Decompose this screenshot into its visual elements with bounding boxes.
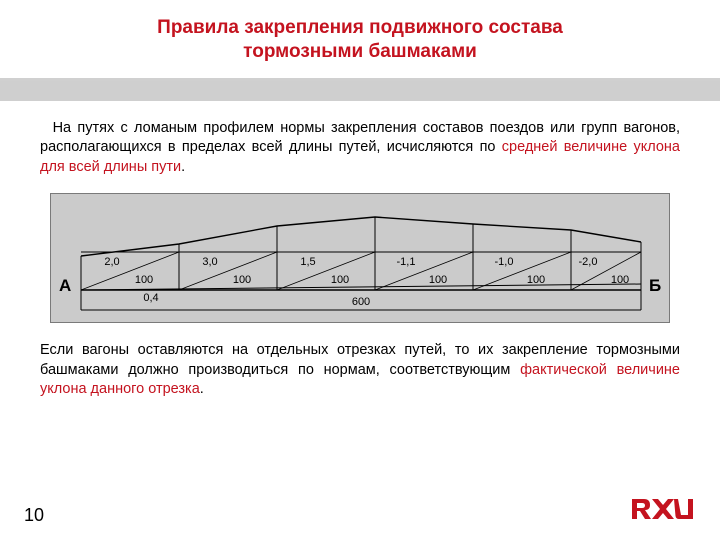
page-number: 10 [24,505,44,526]
length-label: 100 [527,274,545,286]
paragraph-1: На путях с ломаным профилем нормы закреп… [40,119,680,178]
slope-label: -1,0 [495,256,514,268]
total-length-label: 600 [352,296,370,308]
diagram: А Б 2,0 100 3,0 100 1,5 100 -1,1 100 -1,0 100 -2,0 10… [50,193,670,323]
content: На путях с ломаным профилем нормы закреп… [0,101,720,400]
paragraph-2: Если вагоны оставляются на отдельных отр… [40,341,680,400]
slope-label: 3,0 [202,256,217,268]
slope-label: -1,1 [397,256,416,268]
grey-stripe [0,81,720,101]
rzd-logo-icon [630,495,694,523]
axis-label-right: Б [649,276,661,296]
length-label: 100 [611,274,629,286]
slide: Правила закрепления подвижного состава т… [0,0,720,540]
length-label: 100 [135,274,153,286]
para2-dot: . [200,381,204,397]
para1-dot: . [181,159,185,175]
slide-title: Правила закрепления подвижного состава т… [40,16,680,64]
length-label: 100 [233,274,251,286]
title-line-2: тормозными башмаками [243,41,477,62]
avg-slope-label: 0,4 [143,292,158,304]
title-band: Правила закрепления подвижного состава т… [0,0,720,81]
slope-label: 1,5 [300,256,315,268]
axis-label-left: А [59,276,71,296]
profile-chart: А Б 2,0 100 3,0 100 1,5 100 -1,1 100 -1,0 100 -2,0 10… [50,193,670,323]
slope-label: -2,0 [579,256,598,268]
slope-label: 2,0 [104,256,119,268]
logo [630,495,694,528]
length-label: 100 [331,274,349,286]
title-line-1: Правила закрепления подвижного состава [157,17,563,38]
length-label: 100 [429,274,447,286]
